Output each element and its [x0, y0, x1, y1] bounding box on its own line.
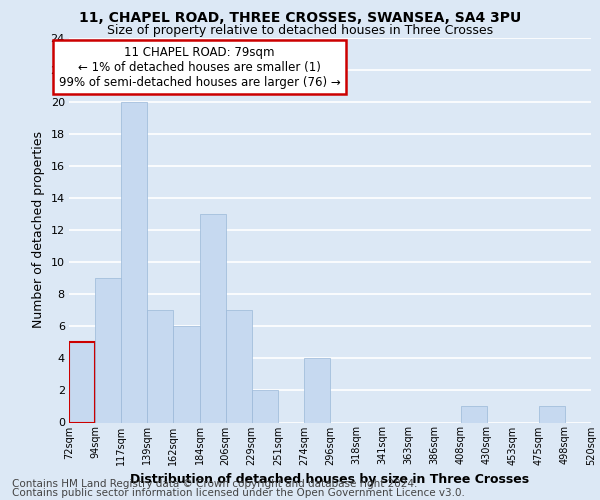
- Y-axis label: Number of detached properties: Number of detached properties: [32, 132, 45, 328]
- Text: 11 CHAPEL ROAD: 79sqm
← 1% of detached houses are smaller (1)
99% of semi-detach: 11 CHAPEL ROAD: 79sqm ← 1% of detached h…: [59, 46, 340, 88]
- Bar: [95, 278, 121, 422]
- Bar: [252, 390, 278, 422]
- Bar: [226, 310, 252, 422]
- Bar: [173, 326, 199, 422]
- X-axis label: Distribution of detached houses by size in Three Crosses: Distribution of detached houses by size …: [130, 473, 530, 486]
- Text: Size of property relative to detached houses in Three Crosses: Size of property relative to detached ho…: [107, 24, 493, 37]
- Text: Contains HM Land Registry data © Crown copyright and database right 2024.: Contains HM Land Registry data © Crown c…: [12, 479, 418, 489]
- Bar: [69, 342, 95, 422]
- Bar: [304, 358, 330, 422]
- Text: Contains public sector information licensed under the Open Government Licence v3: Contains public sector information licen…: [12, 488, 465, 498]
- Bar: [121, 102, 148, 422]
- Bar: [539, 406, 565, 422]
- Bar: [461, 406, 487, 422]
- Bar: [148, 310, 173, 422]
- Bar: [199, 214, 226, 422]
- Text: 11, CHAPEL ROAD, THREE CROSSES, SWANSEA, SA4 3PU: 11, CHAPEL ROAD, THREE CROSSES, SWANSEA,…: [79, 12, 521, 26]
